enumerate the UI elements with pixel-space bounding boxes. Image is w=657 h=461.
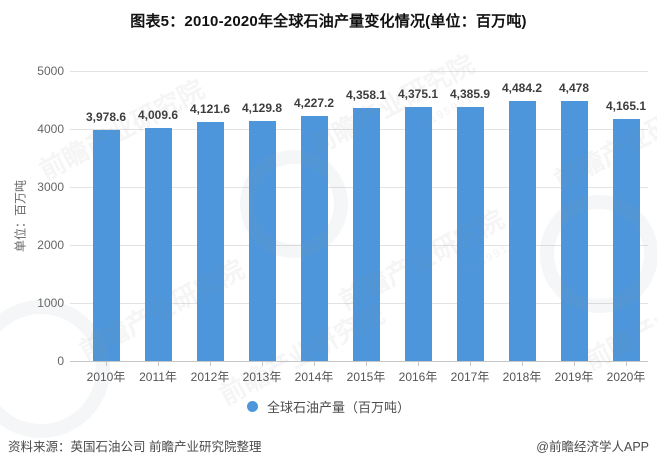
bar [404, 107, 432, 361]
x-tick-mark [314, 362, 315, 366]
y-tick-label: 4000 [37, 122, 64, 136]
x-tick-label: 2013年 [242, 370, 282, 384]
x-tick-mark [106, 362, 107, 366]
bar-value-label: 4,484.2 [501, 80, 543, 95]
x-tick-label: 2010年 [86, 370, 126, 384]
footer: 资料来源：英国石油公司 前瞻产业研究院整理 @前瞻经济学人APP [0, 436, 657, 455]
x-tick-mark [626, 362, 627, 366]
bar-value-label: 3,978.6 [85, 110, 127, 125]
x-tick-mark [210, 362, 211, 366]
legend-label: 全球石油产量（百万吨） [266, 399, 410, 415]
chart-title: 图表5：2010-2020年全球石油产量变化情况(单位：百万吨) [130, 13, 527, 30]
x-tick-label: 2016年 [398, 370, 438, 384]
bar-value-label: 4,385.9 [449, 86, 491, 101]
y-tick-label: 5000 [37, 64, 64, 78]
x-tick-label: 2018年 [502, 370, 542, 384]
bar-value-label: 4,478 [558, 81, 590, 96]
x-tick-mark [262, 362, 263, 366]
x-tick-label: 2020年 [606, 370, 646, 384]
legend-marker-icon [246, 400, 258, 412]
x-tick-mark [158, 362, 159, 366]
bar [144, 128, 172, 361]
x-tick-mark [574, 362, 575, 366]
x-tick-label: 2015年 [346, 370, 386, 384]
x-axis-line [70, 361, 648, 362]
x-tick-label: 2017年 [450, 370, 490, 384]
bar [248, 121, 276, 361]
bar [508, 100, 536, 361]
x-tick-label: 2012年 [190, 370, 230, 384]
credit-note: @前瞻经济学人APP [536, 440, 649, 454]
bar-value-label: 4,165.1 [605, 99, 647, 114]
x-tick-label: 2011年 [139, 370, 177, 384]
y-tick-label: 0 [57, 354, 64, 368]
bar-value-label: 4,375.1 [397, 87, 439, 102]
bar [612, 119, 640, 361]
y-tick-label: 1000 [37, 296, 64, 310]
x-tick-mark [418, 362, 419, 366]
x-tick-label: 2014年 [294, 370, 334, 384]
x-tick-mark [522, 362, 523, 366]
x-tick-mark [366, 362, 367, 366]
bar-value-label: 4,121.6 [189, 101, 231, 116]
bar [352, 108, 380, 361]
bar [92, 130, 120, 361]
bar [300, 115, 328, 361]
bar [560, 101, 588, 361]
legend: 全球石油产量（百万吨） [0, 396, 657, 416]
y-tick-label: 2000 [37, 238, 64, 252]
x-tick-mark [470, 362, 471, 366]
gridline [70, 71, 648, 72]
y-tick-label: 3000 [37, 180, 64, 194]
bar [456, 106, 484, 361]
bar-value-label: 4,227.2 [293, 95, 335, 110]
source-note: 资料来源：英国石油公司 前瞻产业研究院整理 [8, 440, 262, 454]
bar-value-label: 4,009.6 [137, 108, 179, 123]
bar-value-label: 4,129.8 [241, 101, 283, 116]
bar [196, 121, 224, 361]
x-tick-label: 2019年 [554, 370, 594, 384]
bar-value-label: 4,358.1 [345, 88, 387, 103]
